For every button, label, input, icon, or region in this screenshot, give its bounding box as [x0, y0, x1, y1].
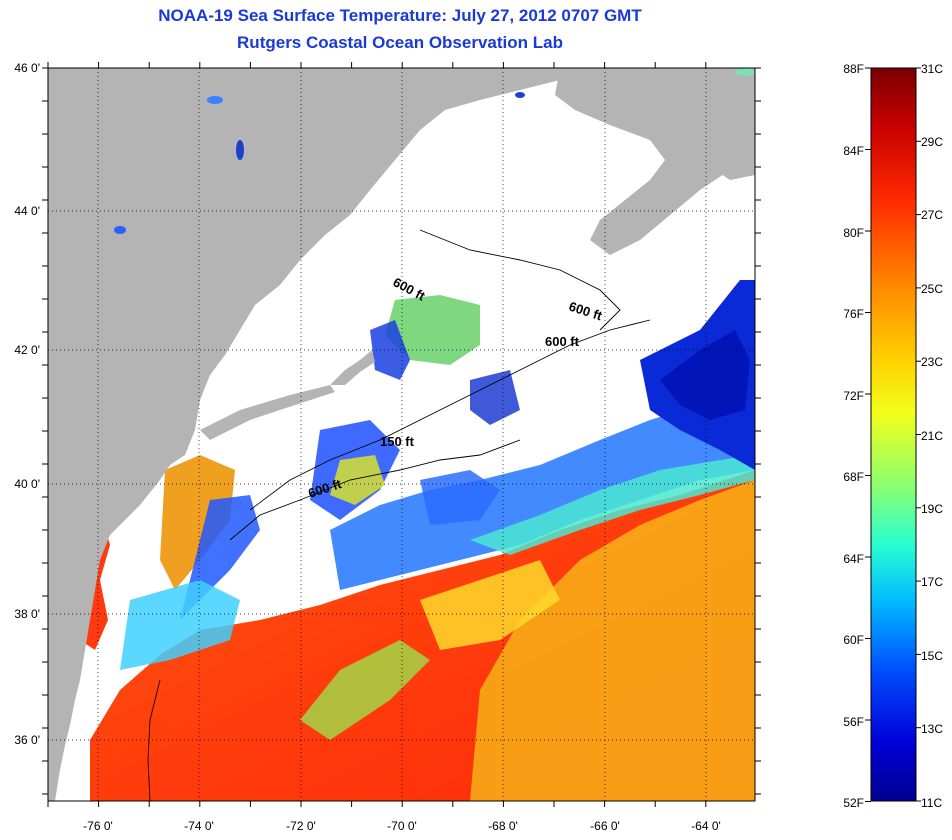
bathymetry-contour	[419, 229, 621, 331]
green-filament	[300, 640, 430, 740]
shelf-patch-yellow-mid	[330, 455, 385, 505]
colorbar-c-label: 23C	[921, 355, 943, 369]
colorbar-f-label: 52F	[843, 796, 864, 810]
shelf-patch-cyan-south	[120, 580, 240, 670]
lat-tick-label: 36 0'	[14, 733, 40, 747]
inland-lake	[450, 136, 470, 144]
lon-tick-label: -72 0'	[286, 819, 316, 833]
colorbar-f-label: 60F	[843, 633, 864, 647]
lon-tick-label: -68 0'	[488, 819, 518, 833]
colorbar-f-label: 80F	[843, 226, 864, 240]
colorbar-c-label: 27C	[921, 208, 943, 222]
colorbar-ticks	[865, 67, 921, 802]
land-north-america	[48, 68, 560, 801]
gulf-of-maine-patch	[385, 295, 480, 365]
chart-title: NOAA-19 Sea Surface Temperature: July 27…	[158, 6, 642, 25]
colorbar-c-label: 11C	[921, 796, 942, 810]
colorbar-c-label: 15C	[921, 649, 943, 663]
land-nova-scotia	[555, 68, 755, 255]
contour-label: 150 ft	[380, 434, 415, 449]
lon-tick-label: -70 0'	[387, 819, 417, 833]
lat-tick-label: 46 0'	[14, 61, 40, 75]
colorbar-f-label: 56F	[843, 715, 864, 729]
bathymetry-contour	[229, 439, 521, 541]
mottled-warm-east	[470, 480, 755, 801]
lon-tick-label: -76 0'	[83, 819, 113, 833]
colorbar-c-label: 21C	[921, 429, 943, 443]
plot-frame	[47, 67, 756, 802]
colorbar-c-label: 25C	[921, 282, 943, 296]
nova-scotia-shelf-blue	[470, 370, 520, 425]
contour-label: 600 ft	[545, 334, 580, 349]
land-cape-breton	[700, 130, 755, 180]
colorbar-f-label: 88F	[843, 62, 864, 76]
lon-tick-label: -66 0'	[590, 819, 620, 833]
lon-tick-label: -74 0'	[184, 819, 214, 833]
colorbar-f-label: 68F	[843, 470, 864, 484]
shelf-patch-nj	[160, 455, 235, 590]
lat-tick-label: 42 0'	[14, 343, 40, 357]
colorbar-c-label: 19C	[921, 502, 943, 516]
cold-water-inner	[660, 330, 750, 420]
colorbar-c-label: 13C	[921, 722, 943, 736]
colorbar	[870, 67, 917, 802]
shelf-water-band	[330, 390, 755, 590]
lat-tick-label: 40 0'	[14, 477, 40, 491]
axis-ticks	[42, 62, 761, 807]
colorbar-f-label: 72F	[843, 389, 864, 403]
colorbar-f-label: 84F	[843, 144, 864, 158]
inland-lake	[207, 96, 223, 104]
lat-tick-label: 44 0'	[14, 204, 40, 218]
land-long-island	[200, 385, 335, 440]
cyan-band	[470, 455, 755, 555]
land-cape-cod	[330, 350, 375, 385]
lon-tick-label: -64 0'	[691, 819, 721, 833]
inland-lake	[515, 92, 525, 98]
colorbar-f-label: 76F	[843, 307, 864, 321]
colorbar-c-label: 31C	[921, 62, 943, 76]
colorbar-f-label: 64F	[843, 552, 864, 566]
yellow-filament	[420, 560, 560, 650]
lat-tick-label: 38 0'	[14, 607, 40, 621]
colorbar-c-label: 29C	[921, 135, 943, 149]
gulf-of-maine-blue	[370, 320, 410, 380]
chart-subtitle: Rutgers Coastal Ocean Observation Lab	[237, 33, 563, 52]
bathymetry-contour	[249, 319, 651, 511]
colorbar-c-label: 17C	[921, 575, 943, 589]
inland-lake	[114, 226, 126, 234]
inland-lake	[735, 68, 755, 76]
inland-lake	[236, 140, 244, 160]
